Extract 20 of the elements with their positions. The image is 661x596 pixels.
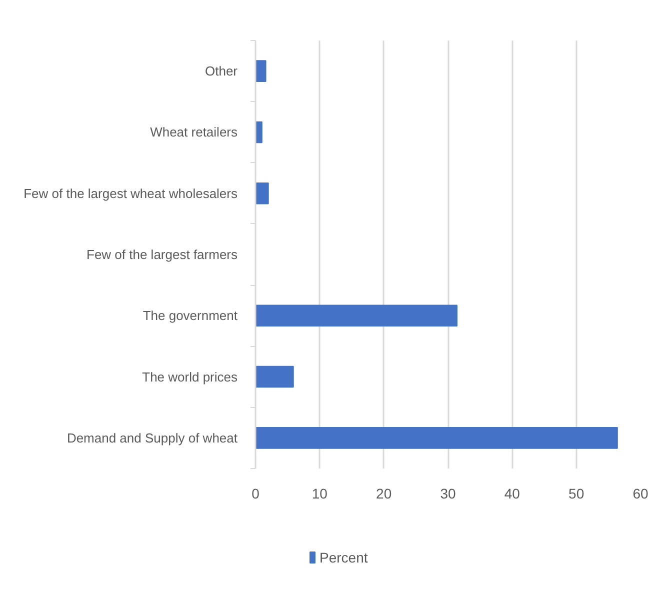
bar [256,366,294,388]
x-tick-label: 0 [252,486,260,502]
y-tick-label: Demand and Supply of wheat [66,430,238,446]
x-tick-label: 40 [504,486,520,502]
x-tick-label: 10 [312,486,328,502]
legend-label: Percent [320,550,368,566]
x-tick-label: 60 [632,486,648,502]
bar [256,182,269,204]
x-tick-label: 30 [440,486,456,502]
y-tick-label: The government [142,308,238,324]
bar [256,304,458,327]
bar [256,427,618,449]
y-tick-label: The world prices [142,369,238,384]
y-tick-label: Few of the largest wheat wholesalers [24,186,238,201]
y-tick-label: Wheat retailers [150,124,238,140]
x-tick-label: 50 [568,486,584,502]
y-tick-label: Few of the largest farmers [86,247,238,262]
bar [256,60,266,82]
y-tick-label: Other [204,64,238,79]
x-tick-label: 20 [376,486,392,502]
